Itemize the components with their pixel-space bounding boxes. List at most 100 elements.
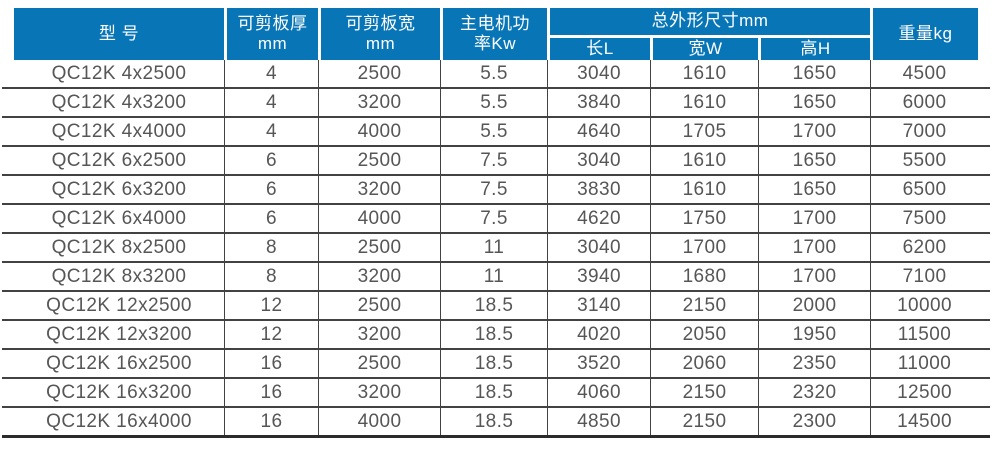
header-label: 重量kg <box>898 23 953 43</box>
header-cell-motor-power: 主电机功 率Kw <box>440 8 547 60</box>
cell-motor-power: 18.5 <box>440 408 547 435</box>
cell-width: 1610 <box>650 147 758 174</box>
cell-shear-width: 4000 <box>318 408 440 435</box>
cell-shear-thickness: 16 <box>224 350 318 377</box>
cell-motor-power: 7.5 <box>440 147 547 174</box>
cell-shear-width: 2500 <box>318 60 440 87</box>
table-row: QC12K 12x2500 12 2500 18.5 3140 2150 2000 10000 <box>2 292 990 321</box>
header-cell-model: 型 号 <box>14 8 224 60</box>
table-row: QC12K 4x2500 4 2500 5.5 3040 1610 1650 4500 <box>2 60 990 89</box>
cell-length: 3140 <box>547 292 650 319</box>
spec-table-header: 型 号 可剪板厚 mm 可剪板宽 mm 主电机功 率Kw 总外形尺寸mm 长L … <box>14 8 978 60</box>
cell-height: 2300 <box>758 408 870 435</box>
cell-motor-power: 7.5 <box>440 205 547 232</box>
header-label: 主电机功 <box>460 13 530 33</box>
cell-motor-power: 18.5 <box>440 292 547 319</box>
cell-motor-power: 18.5 <box>440 379 547 406</box>
table-row: QC12K 16x3200 16 3200 18.5 4060 2150 2320 12500 <box>2 379 990 408</box>
header-cell-height: 高H <box>758 35 870 60</box>
cell-model: QC12K 4x2500 <box>51 62 187 84</box>
cell-shear-width: 4000 <box>318 205 440 232</box>
header-label: 率Kw <box>473 34 517 53</box>
cell-width: 2060 <box>650 350 758 377</box>
cell-width: 1750 <box>650 205 758 232</box>
header-label: 长L <box>586 38 614 58</box>
table-row: QC12K 4x3200 4 3200 5.5 3840 1610 1650 6000 <box>2 89 990 118</box>
header-unit: mm <box>257 34 288 53</box>
cell-motor-power: 5.5 <box>440 118 547 145</box>
cell-length: 3040 <box>547 147 650 174</box>
cell-weight: 4500 <box>870 60 978 87</box>
header-cell-overall-dimensions: 总外形尺寸mm <box>547 8 870 35</box>
table-row: QC12K 8x3200 8 3200 11 3940 1680 1700 7100 <box>2 263 990 292</box>
table-row: QC12K 4x4000 4 4000 5.5 4640 1705 1700 7000 <box>2 118 990 147</box>
cell-shear-thickness: 12 <box>224 321 318 348</box>
cell-weight: 5500 <box>870 147 978 174</box>
cell-model: QC12K 6x2500 <box>51 149 187 171</box>
cell-shear-thickness: 4 <box>224 60 318 87</box>
table-row: QC12K 6x2500 6 2500 7.5 3040 1610 1650 5500 <box>2 147 990 176</box>
cell-model: QC12K 16x3200 <box>46 381 192 403</box>
cell-shear-width: 2500 <box>318 292 440 319</box>
cell-shear-thickness: 4 <box>224 118 318 145</box>
cell-shear-width: 3200 <box>318 379 440 406</box>
cell-shear-thickness: 4 <box>224 89 318 116</box>
cell-length: 3830 <box>547 176 650 203</box>
header-label: 高H <box>800 38 831 58</box>
cell-weight: 11000 <box>870 350 978 377</box>
header-label: 可剪板宽 <box>345 13 416 33</box>
cell-height: 1650 <box>758 147 870 174</box>
cell-weight: 6200 <box>870 234 978 261</box>
cell-shear-width: 2500 <box>318 147 440 174</box>
cell-width: 2150 <box>650 408 758 435</box>
cell-shear-thickness: 6 <box>224 147 318 174</box>
cell-height: 1700 <box>758 118 870 145</box>
table-row: QC12K 16x2500 16 2500 18.5 3520 2060 2350 11000 <box>2 350 990 379</box>
cell-shear-width: 3200 <box>318 263 440 290</box>
table-row: QC12K 6x4000 6 4000 7.5 4620 1750 1700 7500 <box>2 205 990 234</box>
cell-shear-thickness: 6 <box>224 176 318 203</box>
cell-height: 1700 <box>758 263 870 290</box>
header-label: 可剪板厚 <box>237 13 308 33</box>
cell-height: 1700 <box>758 234 870 261</box>
header-cell-shear-thickness: 可剪板厚 mm <box>224 8 318 60</box>
cell-width: 1610 <box>650 176 758 203</box>
cell-weight: 7500 <box>870 205 978 232</box>
cell-length: 3840 <box>547 89 650 116</box>
cell-weight: 6000 <box>870 89 978 116</box>
cell-model: QC12K 4x3200 <box>51 91 187 113</box>
cell-weight: 6500 <box>870 176 978 203</box>
cell-shear-width: 2500 <box>318 234 440 261</box>
header-cell-length: 长L <box>547 35 650 60</box>
cell-model: QC12K 16x2500 <box>46 352 192 374</box>
cell-width: 2150 <box>650 292 758 319</box>
table-row: QC12K 6x3200 6 3200 7.5 3830 1610 1650 6500 <box>2 176 990 205</box>
cell-model: QC12K 6x4000 <box>51 207 187 229</box>
header-label: 型 号 <box>98 23 140 43</box>
cell-width: 2150 <box>650 379 758 406</box>
cell-weight: 14500 <box>870 408 978 435</box>
cell-motor-power: 11 <box>440 263 547 290</box>
cell-height: 1650 <box>758 176 870 203</box>
header-label: 总外形尺寸mm <box>651 11 769 31</box>
cell-length: 4020 <box>547 321 650 348</box>
cell-height: 1650 <box>758 89 870 116</box>
cell-height: 2320 <box>758 379 870 406</box>
cell-motor-power: 18.5 <box>440 350 547 377</box>
cell-height: 1650 <box>758 60 870 87</box>
cell-width: 1680 <box>650 263 758 290</box>
cell-length: 3040 <box>547 60 650 87</box>
cell-width: 1705 <box>650 118 758 145</box>
cell-width: 1700 <box>650 234 758 261</box>
header-cell-width: 宽W <box>650 35 758 60</box>
cell-model: QC12K 12x2500 <box>46 294 192 316</box>
cell-shear-width: 2500 <box>318 350 440 377</box>
cell-model: QC12K 4x4000 <box>51 120 187 142</box>
cell-weight: 12500 <box>870 379 978 406</box>
table-row: QC12K 12x3200 12 3200 18.5 4020 2050 1950 11500 <box>2 321 990 350</box>
cell-weight: 7000 <box>870 118 978 145</box>
cell-motor-power: 7.5 <box>440 176 547 203</box>
spec-table: 型 号 可剪板厚 mm 可剪板宽 mm 主电机功 率Kw 总外形尺寸mm 长L … <box>0 8 992 438</box>
cell-motor-power: 5.5 <box>440 89 547 116</box>
cell-shear-thickness: 12 <box>224 292 318 319</box>
